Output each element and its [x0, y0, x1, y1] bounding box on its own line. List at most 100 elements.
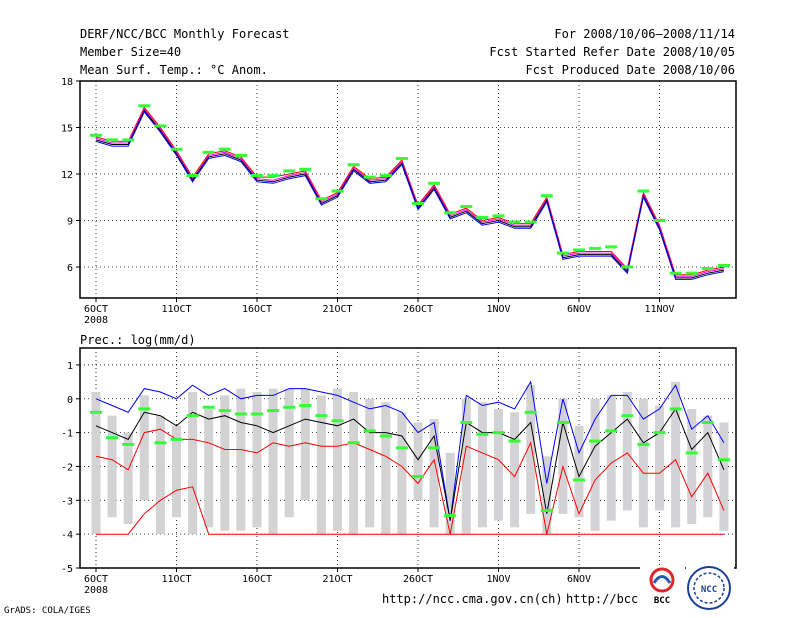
ensemble-marker: [653, 431, 666, 435]
x-tick-label: 16OCT: [242, 574, 272, 585]
spread-box: [429, 419, 439, 528]
ensemble-marker: [524, 220, 537, 224]
ensemble-marker: [267, 174, 280, 178]
spread-box: [284, 388, 294, 518]
temperature-series: [95, 106, 724, 280]
ensemble-marker: [347, 163, 360, 167]
y-tick-label: -4: [61, 530, 73, 541]
y-tick-label: 6: [67, 263, 73, 274]
spread-box: [413, 422, 423, 501]
spread-box: [349, 392, 359, 535]
ensemble-marker: [717, 263, 730, 267]
header-period: For 2008/10/06–2008/11/14: [554, 27, 735, 41]
bcc-logo: BCC: [640, 566, 685, 612]
header-start-date: Fcst Started Refer Date 2008/10/05: [489, 45, 735, 59]
ensemble-marker: [428, 446, 441, 450]
ensemble-marker: [717, 458, 730, 462]
ensemble-marker: [251, 412, 263, 416]
ensemble-marker: [138, 407, 151, 411]
ensemble-marker: [331, 419, 344, 423]
ensemble-marker: [106, 138, 119, 142]
temperature-panel: 6OCT 11OCT 16OCT 21OCT 26OCT 1NOV 6NOV 11NOV 200…: [61, 77, 737, 326]
header-member-size: Member Size=40: [80, 45, 181, 59]
ensemble-marker: [267, 409, 280, 413]
ensemble-marker: [605, 429, 618, 433]
header-title: DERF/NCC/BCC Monthly Forecast: [80, 27, 290, 41]
ensemble-marker: [637, 442, 650, 446]
ncc-url[interactable]: http://ncc.cma.gov.cn(ch): [382, 592, 563, 606]
ensemble-marker: [492, 431, 505, 435]
series-line-mean: [95, 109, 724, 279]
ensemble-marker: [106, 436, 119, 440]
ensemble-marker: [637, 189, 650, 193]
spread-box: [638, 398, 648, 528]
ensemble-marker: [556, 420, 569, 424]
ensemble-marker: [299, 404, 312, 408]
spread-box: [172, 425, 181, 518]
spread-box: [107, 415, 117, 518]
ensemble-marker: [186, 174, 199, 178]
y-tick-label: -3: [61, 496, 73, 507]
ensemble-marker: [122, 442, 135, 446]
ensemble-marker: [379, 174, 392, 178]
spread-box: [558, 398, 568, 514]
ensemble-marker: [460, 420, 473, 424]
x-tick-label: 6OCT: [84, 304, 108, 315]
x-year-label: 2008: [84, 315, 108, 326]
ensemble-marker: [90, 410, 102, 414]
ensemble-marker: [234, 153, 247, 157]
ensemble-marker: [218, 147, 231, 151]
ensemble-marker: [669, 271, 682, 275]
precip-title: Prec.: log(mm/d): [80, 333, 196, 347]
series-line-lower: [95, 428, 725, 535]
temperature-grid: [80, 81, 736, 298]
ensemble-marker: [701, 267, 714, 271]
y-tick-label: 1: [67, 361, 73, 372]
spread-box: [139, 395, 149, 501]
ensemble-marker: [218, 409, 231, 413]
ensemble-marker: [170, 147, 183, 151]
ensemble-marker: [540, 508, 553, 512]
series-line-mean: [95, 407, 725, 521]
ensemble-marker: [460, 205, 473, 209]
x-tick-label: 21OCT: [322, 304, 352, 315]
temperature-markers: [90, 104, 730, 275]
ensemble-marker: [170, 437, 183, 441]
spread-box: [381, 402, 391, 535]
y-tick-label: 9: [67, 217, 73, 228]
spread-box: [461, 398, 471, 535]
x-tick-label: 26OCT: [403, 574, 433, 585]
precip-panel: 6OCT11OCT16OCT21OCT26OCT1NOV6NOV11NOV200…: [61, 347, 737, 596]
spread-box: [655, 405, 664, 511]
ensemble-marker: [283, 405, 296, 409]
spread-box: [204, 408, 214, 528]
ensemble-marker: [122, 138, 135, 142]
ncc-logo-text: NCC: [701, 585, 717, 595]
spread-box: [719, 422, 729, 531]
ensemble-marker: [492, 214, 505, 218]
ensemble-marker: [90, 133, 102, 137]
ensemble-marker: [573, 248, 585, 252]
ensemble-marker: [589, 439, 602, 443]
y-tick-label: -5: [61, 564, 73, 575]
ensemble-marker: [685, 451, 698, 455]
spread-box: [574, 425, 584, 518]
ensemble-marker: [653, 219, 666, 222]
ensemble-marker: [283, 169, 296, 173]
ensemble-marker: [202, 150, 215, 154]
series-line-upper: [95, 106, 724, 276]
ensemble-marker: [412, 201, 424, 205]
series-line-upper: [95, 380, 725, 521]
bcc-url[interactable]: http://bcc.: [566, 592, 645, 606]
bcc-logo-text: BCC: [654, 596, 670, 606]
ensemble-marker: [701, 420, 714, 424]
series-line-min: [96, 486, 724, 535]
spread-box: [316, 395, 326, 535]
ensemble-marker: [540, 194, 553, 198]
spread-box: [526, 385, 536, 514]
ensemble-marker: [234, 412, 247, 416]
spread-box: [606, 395, 616, 521]
ensemble-marker: [444, 211, 457, 215]
precip-series: [95, 380, 725, 535]
